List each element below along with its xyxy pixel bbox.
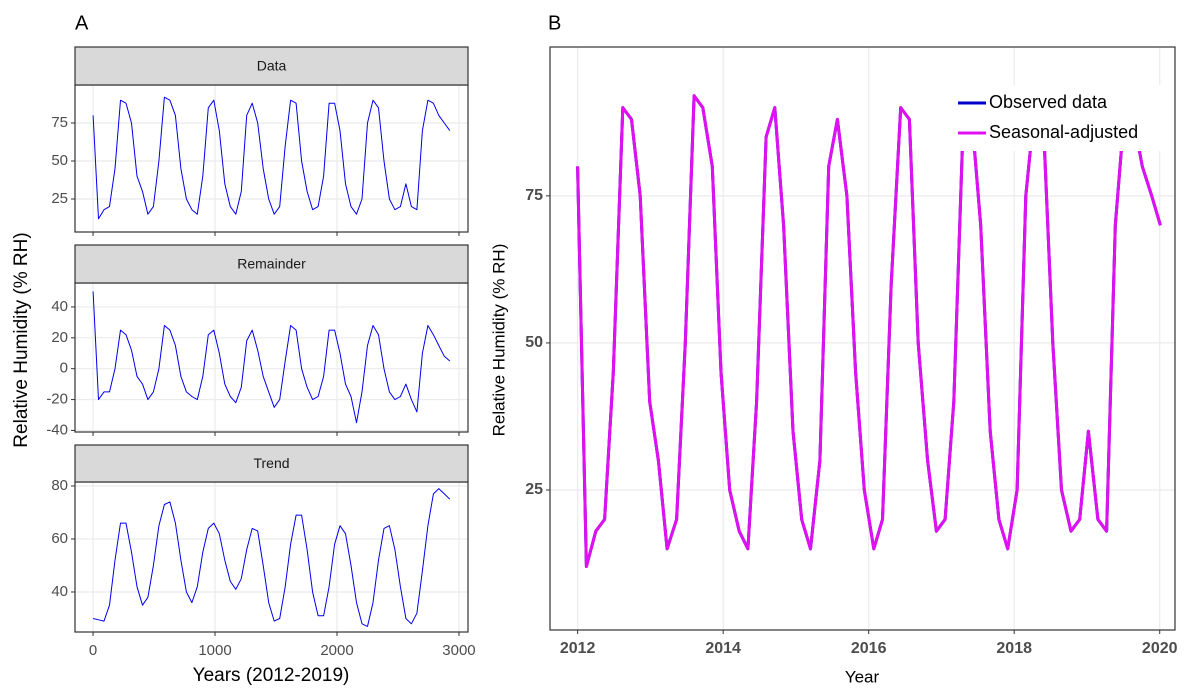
plot-background bbox=[75, 283, 468, 432]
y-tick-label: 0 bbox=[60, 360, 68, 377]
panel-label: A bbox=[75, 12, 89, 34]
x-axis-label: Years (2012-2019) bbox=[193, 665, 350, 686]
panel-label: B bbox=[548, 12, 561, 34]
x-tick-label: 0 bbox=[89, 642, 97, 659]
y-tick-label: 20 bbox=[51, 329, 68, 346]
data-line bbox=[92, 488, 451, 627]
y-axis-label: Relative Humidity (% RH) bbox=[11, 232, 32, 447]
x-axis-label: Year bbox=[845, 667, 880, 686]
x-tick-label: 2014 bbox=[705, 640, 741, 657]
y-tick-label: 40 bbox=[51, 583, 68, 600]
data-line bbox=[92, 291, 451, 424]
data-line bbox=[92, 96, 451, 220]
plot-border bbox=[549, 46, 1176, 631]
y-tick-label: 40 bbox=[51, 298, 68, 315]
x-tick-label: 2012 bbox=[560, 640, 596, 657]
legend-box bbox=[948, 85, 1165, 151]
legend-label: Seasonal-adjusted bbox=[989, 122, 1138, 142]
y-tick-label: 25 bbox=[51, 190, 68, 207]
facet-strip bbox=[74, 46, 469, 86]
x-tick-label: 2000 bbox=[320, 642, 353, 659]
y-tick-label: 50 bbox=[525, 334, 543, 351]
y-tick-label: 80 bbox=[51, 477, 68, 494]
plot-background bbox=[75, 482, 468, 632]
x-tick-label: 2020 bbox=[1142, 640, 1178, 657]
facet-title: Data bbox=[257, 58, 287, 74]
y-tick-label: 25 bbox=[525, 481, 543, 498]
facet-strip bbox=[74, 244, 469, 284]
x-tick-label: 1000 bbox=[198, 642, 231, 659]
y-tick-label: 50 bbox=[51, 152, 68, 169]
x-tick-label: 2016 bbox=[851, 640, 887, 657]
facet-title: Remainder bbox=[237, 256, 306, 272]
x-tick-label: 3000 bbox=[442, 642, 475, 659]
y-tick-label: 60 bbox=[51, 530, 68, 547]
legend-label: Observed data bbox=[989, 92, 1108, 112]
data-line bbox=[576, 94, 1162, 568]
facet-title: Trend bbox=[253, 455, 289, 471]
y-tick-label: 75 bbox=[51, 114, 68, 131]
x-tick-label: 2018 bbox=[996, 640, 1032, 657]
y-tick-label: 75 bbox=[525, 187, 543, 204]
facet-strip bbox=[74, 444, 469, 483]
y-tick-label: -20 bbox=[46, 391, 68, 408]
y-axis-label: Relative Humidity (% RH) bbox=[489, 244, 508, 437]
plot-background bbox=[75, 85, 468, 232]
y-tick-label: -40 bbox=[46, 421, 68, 438]
